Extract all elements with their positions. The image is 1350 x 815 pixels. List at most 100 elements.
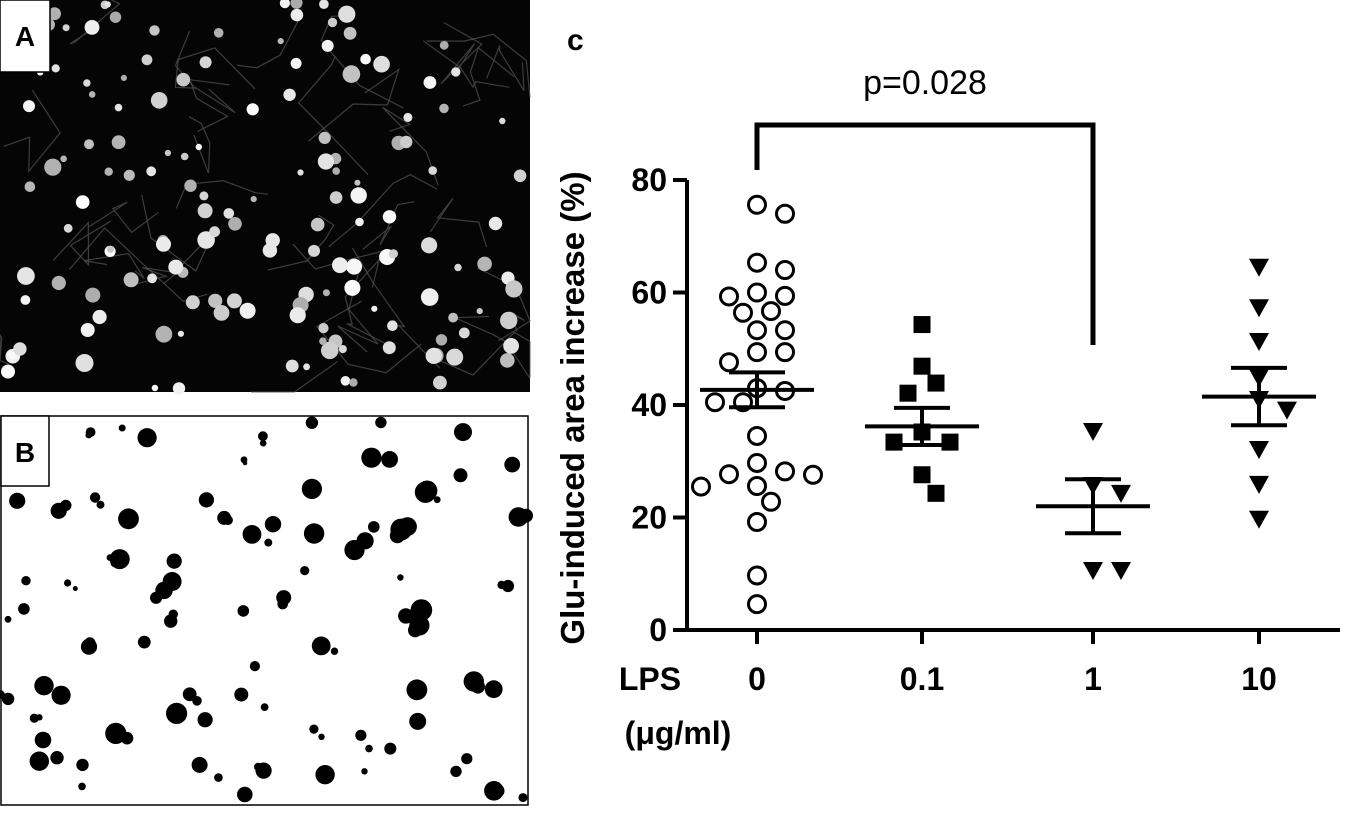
neurite — [462, 46, 515, 107]
blob — [365, 744, 373, 753]
binary-background — [0, 415, 529, 806]
blob — [330, 647, 339, 655]
blob — [470, 679, 485, 694]
cell — [303, 363, 310, 371]
blob — [0, 690, 5, 699]
panel-label: c — [567, 24, 584, 57]
cell — [123, 169, 135, 181]
annotation: p=0.028 — [863, 64, 987, 102]
cell — [451, 67, 461, 77]
blob — [315, 765, 335, 785]
neurite — [351, 247, 441, 369]
neurite — [69, 0, 121, 45]
data-point — [747, 452, 767, 473]
cell — [23, 100, 35, 113]
cell — [513, 169, 527, 183]
data-point — [747, 320, 767, 341]
cell — [297, 169, 304, 176]
cell — [63, 223, 73, 233]
cell — [168, 259, 184, 275]
blob — [89, 492, 101, 503]
y-tick-label: 20 — [631, 500, 667, 536]
cell — [279, 0, 290, 9]
blob — [118, 508, 139, 530]
cell — [343, 26, 357, 40]
cell — [213, 305, 230, 321]
blob — [197, 712, 213, 728]
neurite — [174, 30, 236, 114]
cell — [308, 244, 320, 257]
blob — [406, 679, 428, 701]
blob — [166, 553, 182, 569]
blob — [34, 731, 52, 749]
blob — [242, 526, 257, 540]
cell — [104, 1, 111, 8]
blob — [84, 637, 96, 649]
data-point — [899, 384, 917, 402]
cell — [318, 131, 331, 144]
cell — [75, 195, 90, 209]
cell — [439, 40, 449, 50]
cell — [505, 280, 523, 298]
blob — [223, 515, 233, 526]
data-point — [913, 357, 931, 375]
data-point — [927, 374, 945, 392]
cell — [111, 135, 126, 150]
blob — [192, 696, 202, 706]
data-point — [705, 392, 725, 413]
cell — [185, 295, 200, 310]
blob — [397, 574, 404, 581]
data-point — [1277, 401, 1297, 420]
blob — [264, 516, 282, 533]
panel-label: A — [15, 21, 35, 52]
cell — [371, 305, 378, 312]
neurite — [316, 300, 422, 374]
cell — [262, 243, 278, 258]
blob — [18, 603, 30, 615]
blob — [300, 566, 310, 576]
blob — [4, 615, 12, 623]
cell — [354, 179, 361, 186]
cell — [338, 345, 347, 354]
cell — [104, 167, 113, 176]
cell — [338, 5, 356, 23]
y-tick-label: 0 — [649, 612, 667, 648]
cell — [327, 17, 338, 28]
blob — [198, 492, 214, 508]
blob — [254, 762, 263, 772]
blob — [318, 733, 325, 740]
neurite — [236, 12, 304, 69]
cell — [283, 88, 296, 102]
neurite — [52, 220, 112, 267]
data-point — [747, 594, 767, 615]
cell — [277, 38, 284, 45]
cell — [373, 55, 390, 73]
blob — [518, 793, 528, 803]
data-point — [927, 484, 945, 502]
blob — [34, 676, 54, 696]
blob — [454, 423, 472, 442]
cell — [147, 273, 158, 284]
cell — [290, 8, 304, 22]
cell — [319, 337, 327, 346]
cell — [109, 11, 122, 23]
y-tick-label: 80 — [631, 162, 667, 198]
data-point — [1249, 258, 1269, 277]
cell — [149, 25, 160, 36]
data-point — [747, 194, 767, 215]
neurite — [362, 201, 415, 250]
neurite — [88, 201, 159, 234]
cell — [83, 79, 91, 87]
neurite — [175, 179, 268, 209]
cell — [321, 341, 339, 360]
blob — [137, 635, 151, 649]
x-axis-unit: (μg/ml) — [625, 715, 732, 751]
cell — [360, 53, 371, 65]
data-point — [761, 301, 781, 322]
data-point — [719, 352, 739, 373]
cell — [184, 179, 197, 192]
cell — [213, 28, 224, 38]
blob — [264, 538, 273, 547]
data-point — [1249, 475, 1269, 494]
data-point — [775, 285, 795, 306]
